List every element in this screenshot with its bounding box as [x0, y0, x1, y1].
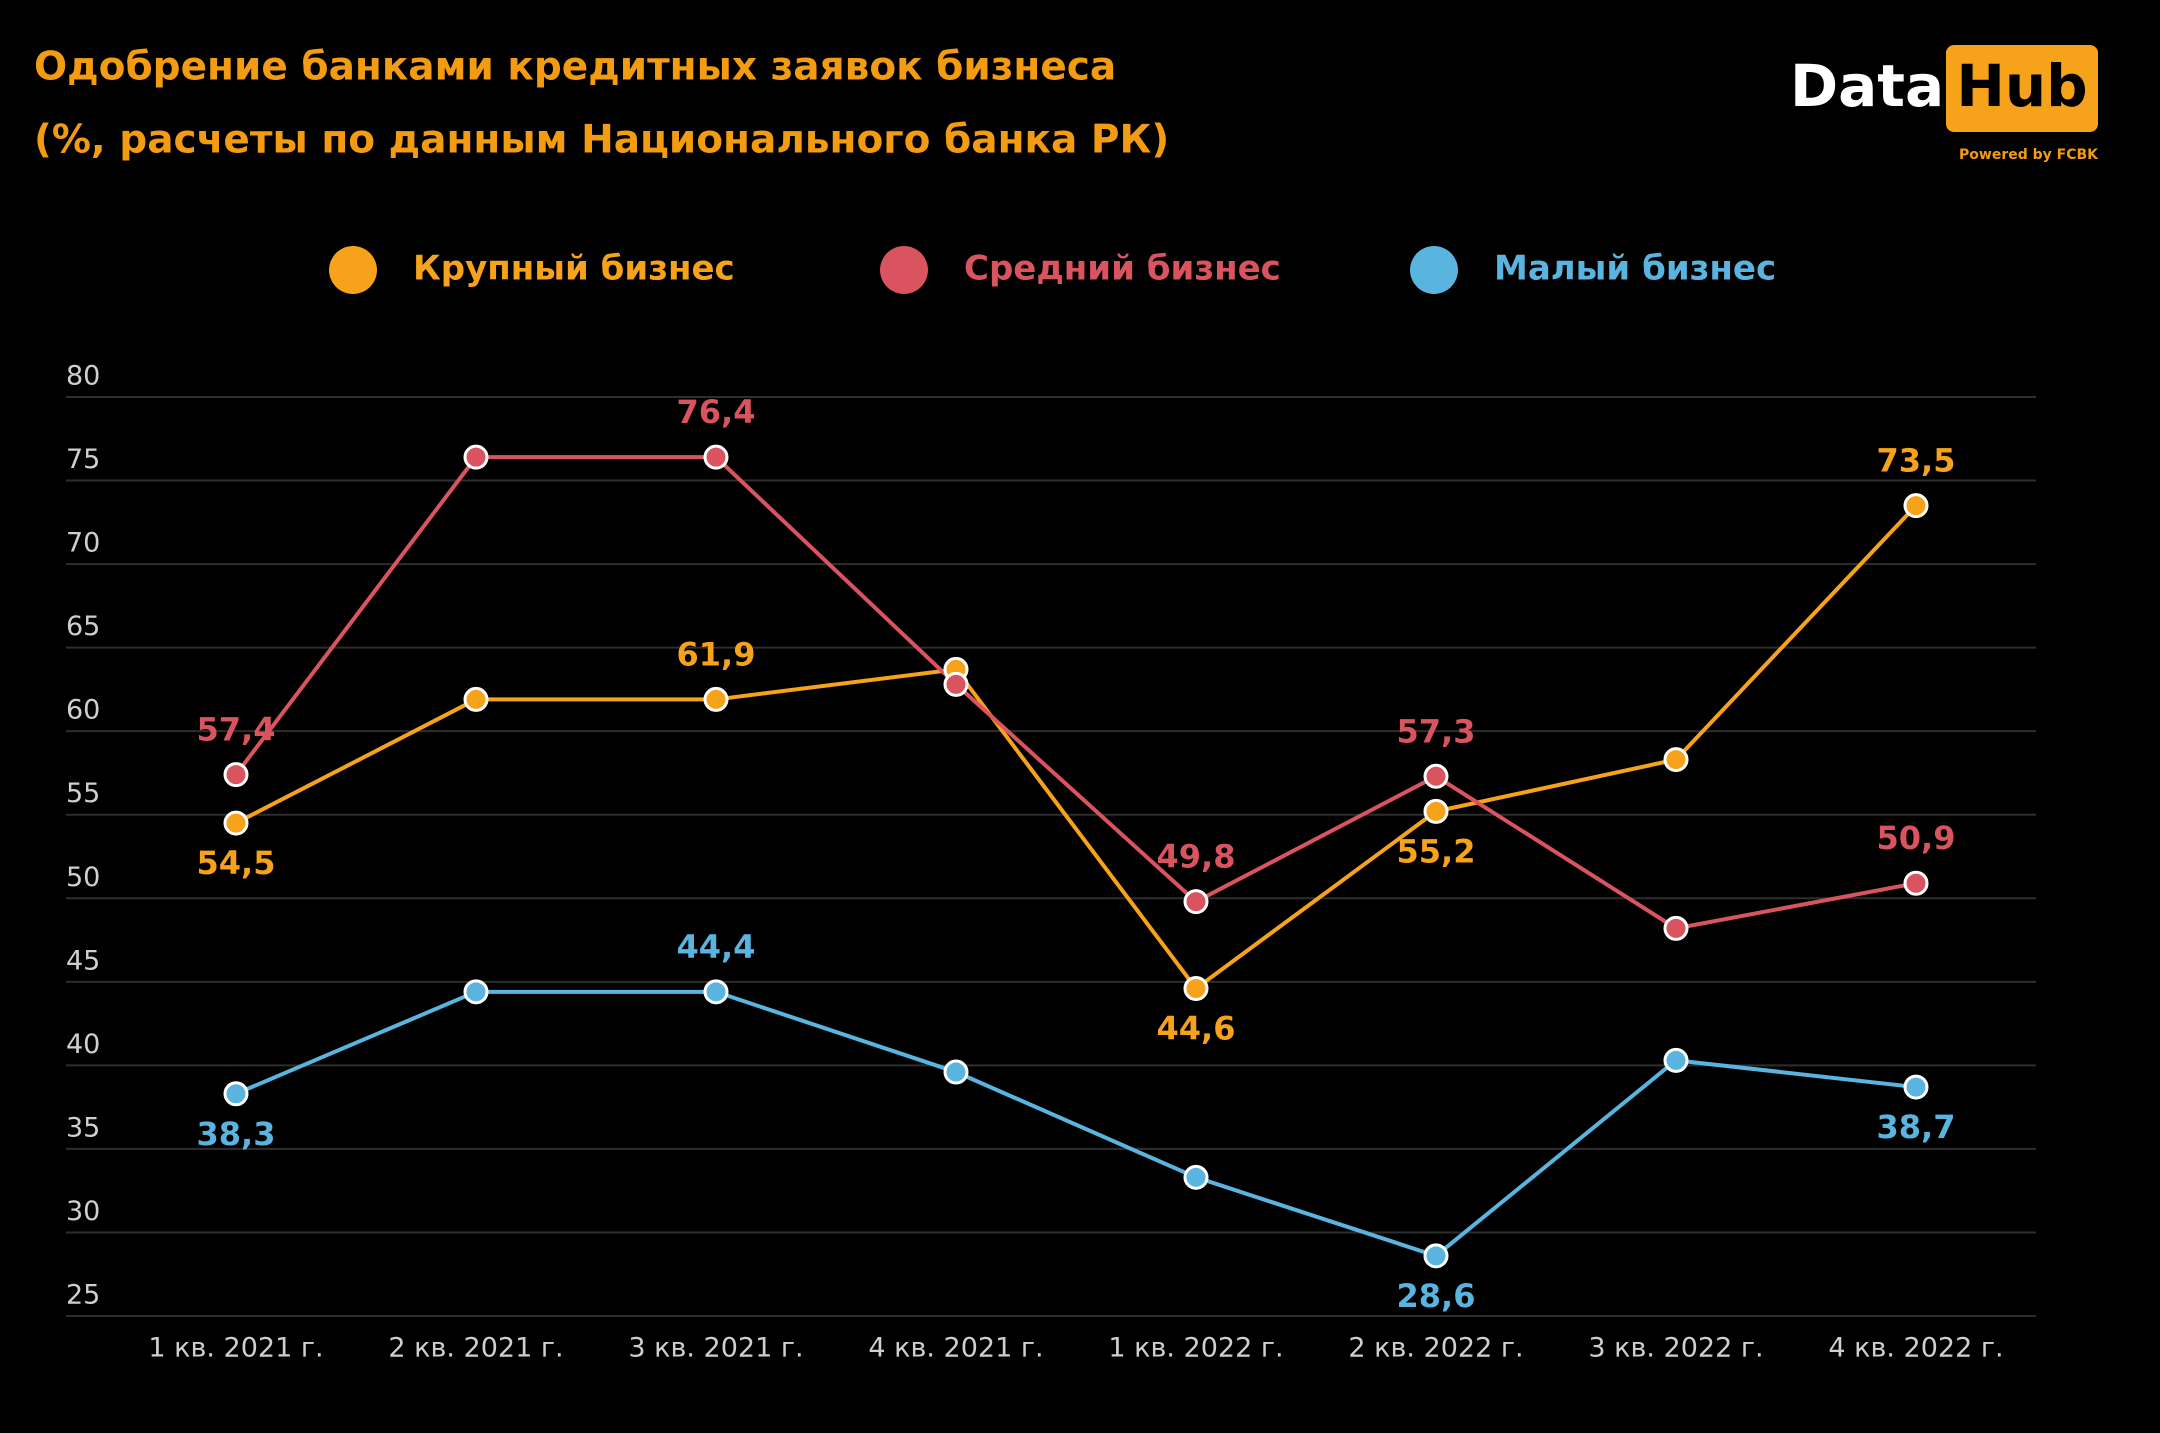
data-label: 28,6	[1397, 1277, 1476, 1315]
logo-box	[1946, 45, 2098, 132]
logo-word: Hub	[1956, 52, 2087, 120]
data-point	[1183, 976, 1209, 1002]
data-point	[463, 686, 489, 712]
x-tick-label: 2 кв. 2021 г.	[388, 1333, 563, 1364]
series-line	[235, 504, 1918, 992]
chart-title: Одобрение банками кредитных заявок бизне…	[34, 45, 1116, 90]
data-point	[1423, 1243, 1449, 1269]
legend-label: Малый бизнес	[1494, 249, 1776, 289]
y-tick-label: 75	[66, 444, 100, 475]
data-point	[1903, 493, 1929, 519]
data-point	[1183, 889, 1209, 915]
data-label: 73,5	[1877, 442, 1956, 480]
legend-marker	[1410, 246, 1458, 294]
x-tick-label: 1 кв. 2022 г.	[1108, 1333, 1283, 1364]
data-point	[1663, 1047, 1689, 1073]
y-tick-label: 45	[66, 945, 100, 976]
x-tick-label: 3 кв. 2021 г.	[628, 1333, 803, 1364]
data-label: 61,9	[677, 635, 756, 673]
logo-tagline: Powered by FCBK	[1959, 147, 2099, 163]
data-point	[943, 1059, 969, 1085]
data-point	[1183, 1164, 1209, 1190]
data-point	[463, 979, 489, 1005]
legend-marker	[329, 246, 377, 294]
y-tick-label: 70	[66, 528, 100, 559]
data-label: 54,5	[197, 844, 276, 882]
series-line	[234, 455, 1917, 931]
data-point	[1423, 798, 1449, 824]
y-tick-label: 25	[66, 1280, 100, 1311]
y-tick-label: 30	[66, 1196, 100, 1227]
data-point	[703, 444, 729, 470]
y-tick-label: 40	[66, 1029, 100, 1060]
data-point	[703, 686, 729, 712]
legend-label: Средний бизнес	[964, 249, 1281, 289]
x-tick-label: 1 кв. 2021 г.	[148, 1333, 323, 1364]
data-label: 76,4	[677, 393, 756, 431]
x-tick-label: 2 кв. 2022 г.	[1348, 1333, 1523, 1364]
legend-label: Крупный бизнес	[413, 249, 735, 289]
data-point	[703, 979, 729, 1005]
chart-subtitle: (%, расчеты по данным Национального банк…	[34, 118, 1169, 163]
y-tick-label: 60	[66, 695, 100, 726]
data-label: 44,6	[1157, 1010, 1236, 1048]
x-tick-label: 4 кв. 2022 г.	[1828, 1333, 2003, 1364]
y-tick-label: 65	[66, 611, 100, 642]
data-point	[223, 762, 249, 788]
data-point	[1903, 1074, 1929, 1100]
data-point	[1903, 870, 1929, 896]
legend-marker	[880, 246, 928, 294]
data-label: 55,2	[1397, 832, 1476, 870]
data-point	[463, 444, 489, 470]
y-tick-label: 35	[66, 1112, 100, 1143]
data-point	[1663, 747, 1689, 773]
data-point	[223, 810, 249, 836]
data-label: 57,3	[1397, 712, 1476, 750]
logo-word: Data	[1790, 52, 1944, 120]
y-tick-label: 80	[66, 361, 100, 392]
y-tick-label: 55	[66, 778, 100, 809]
data-label: 44,4	[677, 928, 756, 966]
data-label: 49,8	[1157, 838, 1236, 876]
data-point	[1423, 763, 1449, 789]
data-label: 38,3	[197, 1115, 276, 1153]
x-tick-label: 4 кв. 2021 г.	[868, 1333, 1043, 1364]
x-tick-label: 3 кв. 2022 г.	[1588, 1333, 1763, 1364]
data-point	[223, 1081, 249, 1107]
data-label: 38,7	[1877, 1108, 1956, 1146]
data-point	[943, 671, 969, 697]
data-point	[1663, 915, 1689, 941]
data-label: 50,9	[1877, 819, 1956, 857]
data-label: 57,4	[197, 711, 276, 749]
y-tick-label: 50	[66, 862, 100, 893]
series-line	[235, 989, 1917, 1259]
